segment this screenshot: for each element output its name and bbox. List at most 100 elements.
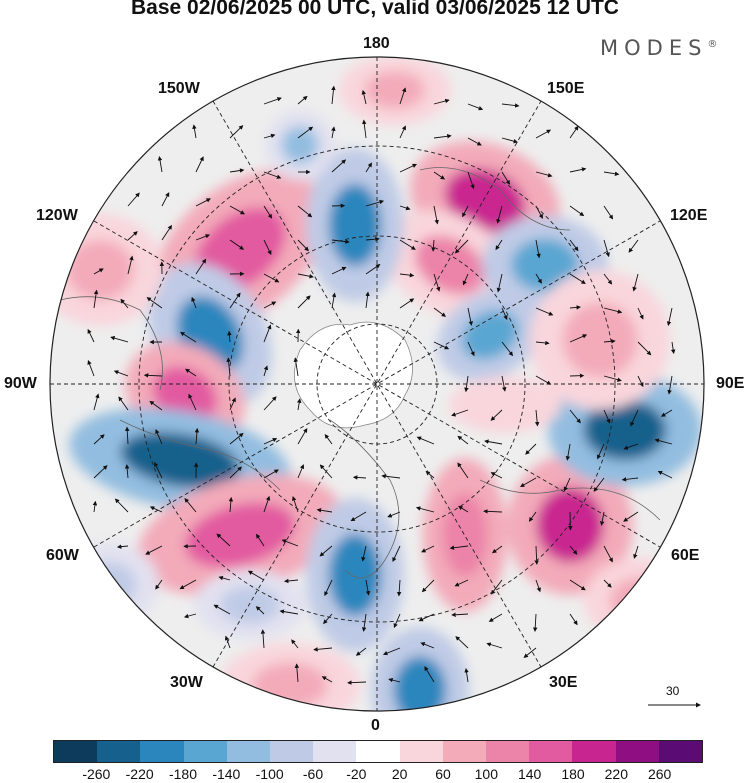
- colorbar-swatch: [183, 741, 227, 762]
- colorbar-swatch: [615, 741, 659, 762]
- wind-vector: [293, 357, 299, 377]
- wind-vector: [488, 613, 503, 622]
- wind-vector: [263, 133, 276, 139]
- wind-vector: [603, 545, 613, 563]
- wind-vector: [424, 666, 435, 683]
- wind-vector: [382, 647, 401, 656]
- wind-vector: [146, 297, 163, 309]
- anomaly-core: [83, 562, 137, 608]
- wind-vector: [263, 301, 277, 309]
- wind-vector: [365, 579, 371, 596]
- wind-vector: [462, 205, 469, 218]
- wind-vector: [486, 642, 503, 649]
- wind-vector: [630, 409, 639, 427]
- wind-vector: [420, 642, 435, 649]
- anomaly-core: [511, 238, 579, 292]
- wind-vector: [569, 409, 581, 424]
- wind-vector: [218, 575, 231, 581]
- wind-vector: [87, 328, 95, 343]
- wind-vector: [185, 368, 197, 377]
- wind-vector: [224, 635, 231, 649]
- lon-label-0: 0: [371, 717, 380, 734]
- wind-vector: [149, 400, 163, 411]
- wind-vector: [297, 295, 311, 309]
- wind-vector: [227, 330, 232, 343]
- wind-vector: [247, 570, 265, 581]
- wind-vector: [321, 676, 333, 683]
- wind-vector: [534, 409, 540, 427]
- wind-vector: [399, 205, 411, 211]
- wind-vector: [464, 668, 469, 683]
- lon-label-30w: 30W: [170, 674, 203, 691]
- wind-vector: [365, 199, 385, 207]
- wind-vector: [297, 273, 314, 279]
- wind-vector: [195, 156, 204, 173]
- wind-vector: [331, 159, 347, 173]
- wind-vector: [603, 171, 620, 176]
- wind-vector: [593, 477, 605, 492]
- wind-vector: [143, 373, 163, 378]
- wind-vector: [297, 464, 305, 479]
- wind-vector: [256, 533, 265, 547]
- wind-vector: [297, 126, 314, 139]
- wind-vector: [118, 396, 129, 411]
- lon-label-180: 180: [363, 35, 390, 52]
- wind-vector: [195, 258, 207, 275]
- anomaly-halo: [584, 558, 696, 642]
- wind-vector: [603, 205, 614, 220]
- wind-vector: [399, 163, 418, 173]
- wind-vector: [433, 307, 447, 317]
- wind-vector: [467, 103, 484, 111]
- wind-vector: [381, 474, 401, 479]
- wind-vector: [296, 398, 302, 411]
- wind-vector: [535, 171, 553, 178]
- wind-vector: [535, 273, 542, 284]
- wind-vector: [535, 129, 552, 139]
- wind-vector: [229, 239, 245, 250]
- lon-label-60w: 60W: [46, 547, 79, 564]
- wind-vector: [331, 266, 347, 275]
- coastlines: [59, 167, 661, 579]
- wind-vector: [284, 578, 299, 584]
- wind-vector: [263, 365, 269, 377]
- wind-vector: [451, 612, 469, 618]
- wind-vector: [569, 545, 578, 555]
- wind-vector: [361, 545, 367, 562]
- wind-vector: [416, 436, 435, 445]
- wind-vector: [229, 168, 245, 173]
- wind-vector: [291, 496, 299, 513]
- wind-vector: [127, 192, 140, 207]
- wind-vector: [603, 307, 623, 314]
- anomaly-core: [583, 400, 667, 460]
- wind-vector: [637, 375, 644, 388]
- wind-vector: [425, 470, 435, 479]
- colorbar-swatch: [658, 741, 703, 762]
- anomaly-core: [281, 126, 319, 164]
- wind-vector: [184, 498, 197, 513]
- anomaly-core: [328, 183, 382, 267]
- wind-vector: [350, 511, 367, 522]
- colorbar-tick-label: 220: [604, 766, 629, 782]
- wind-vector: [347, 680, 367, 685]
- wind-vector: [535, 307, 554, 316]
- wind-vector: [483, 509, 503, 514]
- wind-vector: [623, 443, 639, 450]
- colorbar-tick-label: -60: [302, 766, 324, 782]
- wind-vector: [451, 409, 469, 417]
- wind-vector: [124, 464, 130, 479]
- wind-vector: [226, 357, 231, 377]
- wind-vector: [535, 375, 552, 385]
- wind-vector: [415, 506, 435, 513]
- wind-vector: [188, 393, 197, 411]
- map-disc: [50, 57, 704, 711]
- wind-vector: [667, 375, 673, 395]
- wind-vector: [501, 307, 508, 321]
- wind-vector: [467, 137, 482, 146]
- wind-vector: [467, 307, 473, 326]
- wind-vector: [603, 409, 611, 424]
- wind-vector: [523, 647, 537, 658]
- wind-vector: [297, 428, 308, 445]
- wind-vector: [127, 255, 134, 275]
- wind-vector: [297, 95, 308, 105]
